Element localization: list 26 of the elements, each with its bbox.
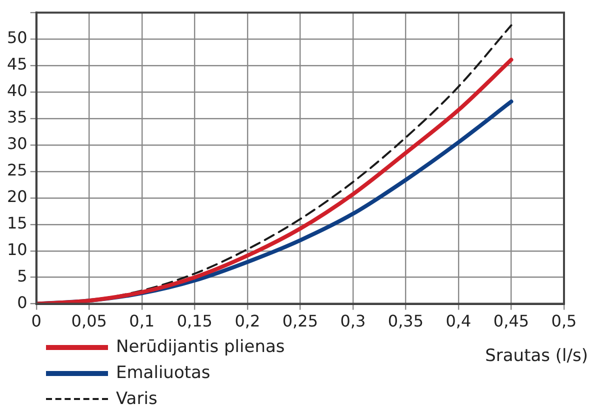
legend-label: Emaliuotas (116, 363, 210, 383)
y-tick-label: 20 (7, 187, 28, 206)
x-tick-label: 0,5 (551, 312, 577, 331)
legend-label: Varis (116, 389, 158, 409)
y-tick-label: 25 (7, 160, 28, 180)
y-tick-label: 40 (7, 81, 28, 100)
x-tick-label: 0,35 (388, 312, 424, 331)
y-tick-label: 10 (7, 240, 28, 260)
x-tick-label: 0,2 (234, 312, 260, 331)
x-tick-label: 0,3 (340, 312, 366, 331)
x-tick-label: 0,4 (446, 312, 472, 331)
x-tick-label: 0,15 (176, 312, 212, 331)
y-tick-label: 0 (17, 292, 28, 312)
x-tick-label: 0,45 (493, 312, 530, 331)
legend-label: Nerūdijantis plienas (116, 337, 285, 357)
x-tick-label: 0,1 (129, 312, 155, 331)
y-tick-label: 5 (17, 266, 28, 286)
y-tick-label: 30 (7, 134, 28, 154)
y-tick-label: 45 (7, 54, 28, 74)
x-axis-title: Srautas (l/s) (484, 345, 588, 368)
x-tick-label: 0 (31, 312, 42, 331)
y-tick-label: 15 (7, 214, 28, 233)
x-tick-label: 0,25 (282, 312, 318, 331)
x-tick-label: 0,05 (71, 312, 107, 331)
y-tick-label: 50 (7, 28, 28, 48)
y-tick-label: 35 (7, 108, 28, 127)
